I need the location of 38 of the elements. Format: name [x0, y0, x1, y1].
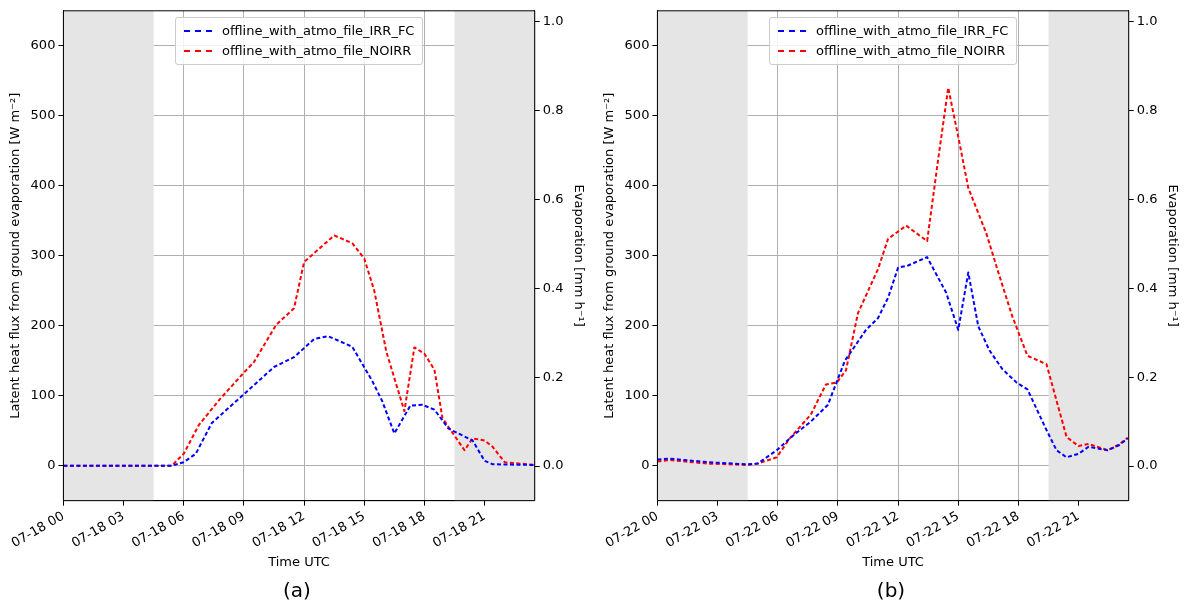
y-tick-label: 600	[624, 37, 650, 53]
y-tick-label: 300	[30, 247, 56, 263]
y-tick-label: 0	[641, 457, 650, 473]
y2-tick-label: 0.2	[542, 368, 564, 384]
y2-tick-label: 0.4	[542, 279, 564, 295]
text: (b)	[875, 578, 907, 602]
y2-tick-label: 0.6	[542, 190, 564, 206]
y-tick-label: 500	[624, 107, 650, 123]
y-axis-title: Latent heat flux from ground evaporation [W m⁻²]	[601, 92, 617, 419]
legend-label: offline_with_atmo_file_NOIRR	[222, 41, 412, 60]
y2-tick-label: 0.0	[542, 457, 564, 473]
y-axis-title: Latent heat flux from ground evaporation [W m⁻²]	[7, 92, 23, 419]
y2-axis-title: Evaporation [mm h⁻¹]	[571, 184, 587, 327]
y2-tick-label: 0.6	[1136, 190, 1158, 206]
y-tick-label: 300	[624, 247, 650, 263]
y-tick-label: 500	[30, 107, 56, 123]
y2-tick-label: 0.0	[1136, 457, 1158, 473]
y2-tick-label: 1.0	[542, 13, 564, 29]
legend-label: offline_with_atmo_file_IRR_FC	[222, 21, 415, 40]
y2-tick-label: 0.2	[1136, 368, 1158, 384]
y-tick-label: 100	[30, 387, 56, 403]
y-tick-label: 100	[624, 387, 650, 403]
text: (a)	[282, 578, 312, 602]
legend-label: offline_with_atmo_file_NOIRR	[816, 41, 1006, 60]
y2-tick-label: 0.8	[542, 102, 564, 118]
y2-tick-label: 1.0	[1136, 13, 1158, 29]
y-tick-label: 200	[624, 317, 650, 333]
y2-axis-title: Evaporation [mm h⁻¹]	[1165, 184, 1181, 327]
legend-label: offline_with_atmo_file_IRR_FC	[816, 21, 1009, 40]
y-tick-label: 400	[624, 177, 650, 193]
y2-tick-label: 0.8	[1136, 102, 1158, 118]
y-tick-label: 200	[30, 317, 56, 333]
x-axis-title: Time UTC	[267, 553, 330, 569]
x-axis-title: Time UTC	[861, 553, 924, 569]
y-tick-label: 0	[47, 457, 56, 473]
y2-tick-label: 0.4	[1136, 279, 1158, 295]
y-tick-label: 400	[30, 177, 56, 193]
y-tick-label: 600	[30, 37, 56, 53]
